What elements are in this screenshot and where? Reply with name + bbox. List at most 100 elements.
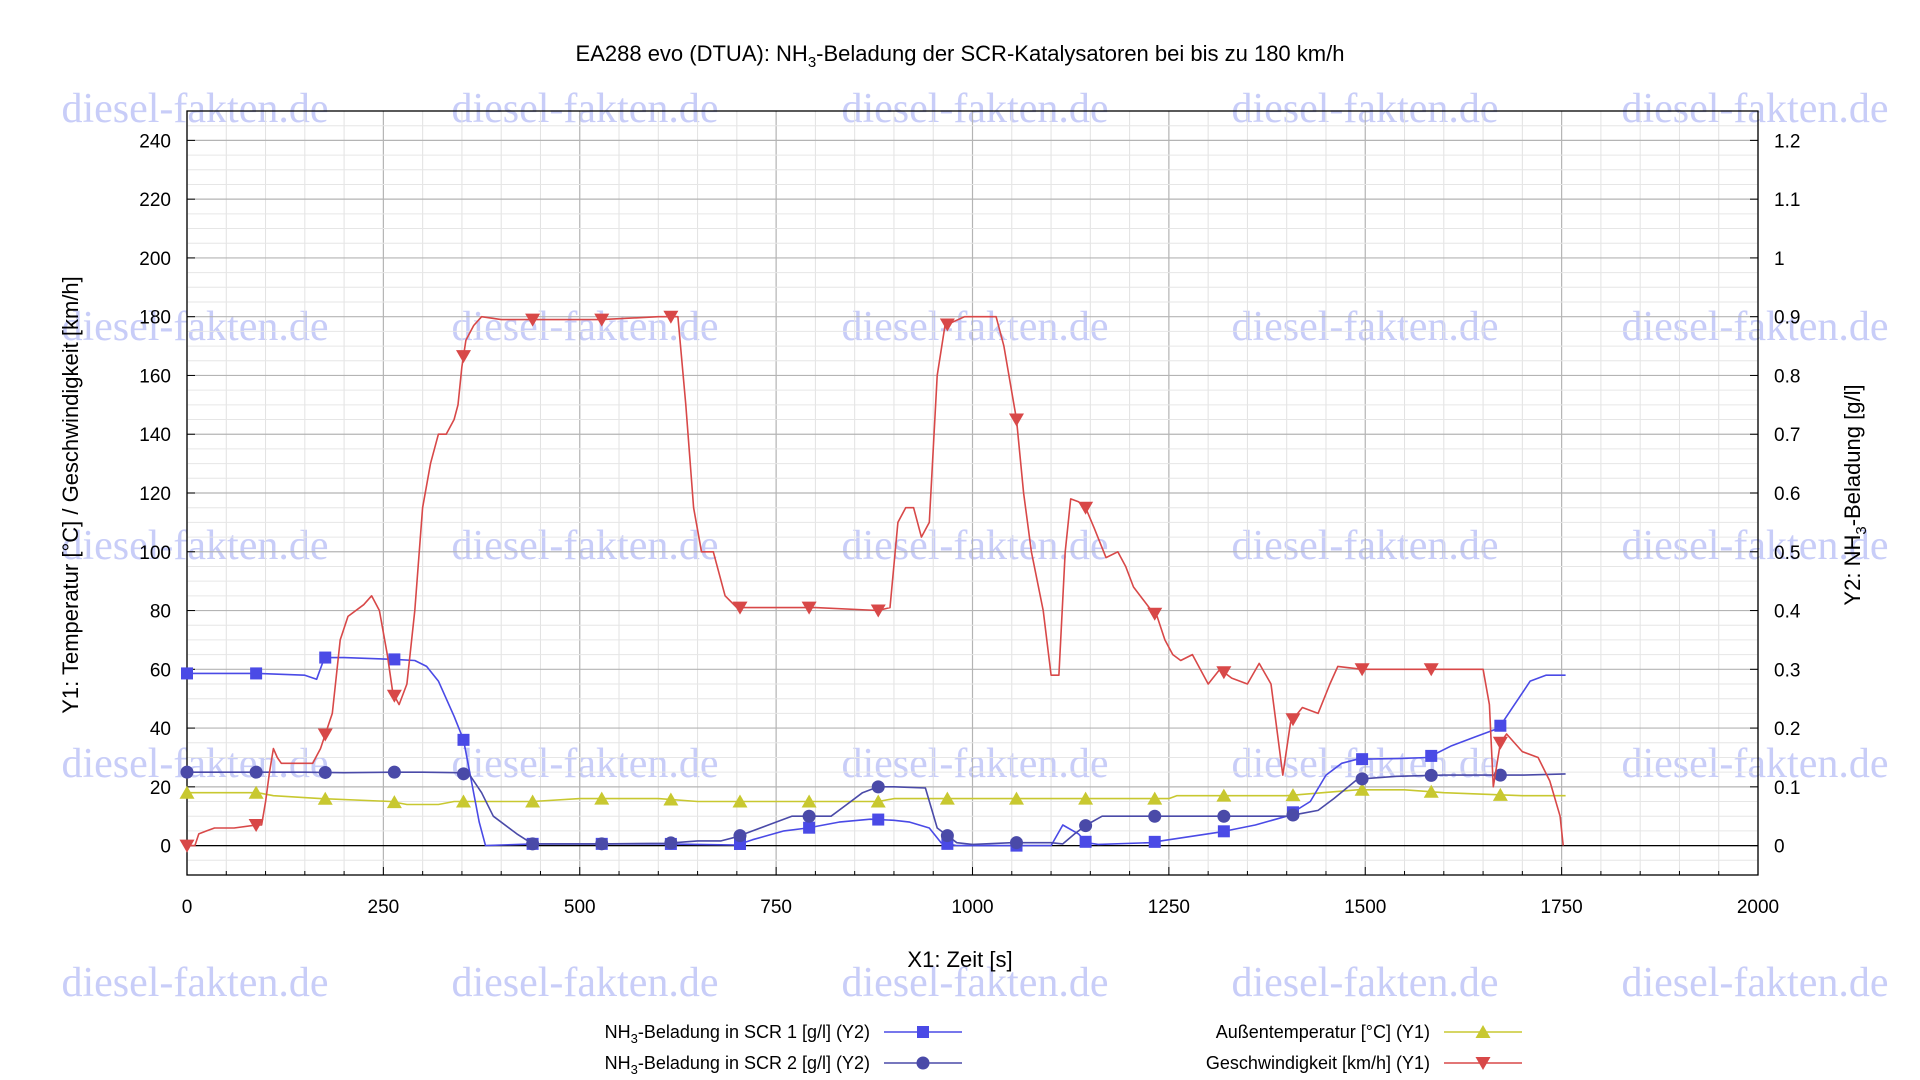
legend-item-3: Außentemperatur [°C] (Y1) <box>1216 1022 1522 1042</box>
legend-label: NH3-Beladung in SCR 1 [g/l] (Y2) <box>605 1022 870 1046</box>
data-point-triangle-down <box>1147 607 1163 621</box>
legend: NH3-Beladung in SCR 1 [g/l] (Y2)NH3-Bela… <box>605 1022 1522 1077</box>
data-point-triangle-down <box>870 604 886 618</box>
data-point-triangle-up <box>525 794 541 808</box>
y-right-tick-label: 1.2 <box>1774 131 1800 152</box>
legend-label: Geschwindigkeit [km/h] (Y1) <box>1206 1053 1430 1073</box>
watermark-text: diesel-fakten.de <box>61 960 328 1006</box>
data-point-square <box>457 733 470 746</box>
x-tick-label: 1500 <box>1344 897 1386 918</box>
y-right-tick-label: 0.2 <box>1774 719 1800 740</box>
legend-label-pre: NH <box>605 1053 631 1073</box>
data-point-triangle-up <box>594 791 610 805</box>
data-point-triangle-up <box>248 785 264 799</box>
y-right-tick-label: 0 <box>1774 837 1785 858</box>
data-point-triangle-up <box>801 794 817 808</box>
legend-item-4: Geschwindigkeit [km/h] (Y1) <box>1206 1053 1522 1073</box>
data-point-square <box>319 651 332 664</box>
data-point-triangle-up <box>732 794 748 808</box>
chart-title: EA288 evo (DTUA): NH3-Beladung der SCR-K… <box>576 41 1345 71</box>
data-point-triangle-down <box>732 601 748 615</box>
legend-label-sub: 3 <box>631 1031 638 1046</box>
y-right-tick-label: 0.8 <box>1774 366 1800 387</box>
data-point-square <box>872 813 885 826</box>
y-left-tick-label: 220 <box>139 190 171 211</box>
data-point-triangle-up <box>1216 788 1232 802</box>
series-2 <box>180 765 1566 851</box>
watermark-text: diesel-fakten.de <box>841 741 1108 787</box>
data-point-triangle-down <box>939 318 955 332</box>
legend-label-pre: NH <box>605 1022 631 1042</box>
data-point-circle <box>1493 768 1507 782</box>
x-tick-label: 750 <box>760 897 792 918</box>
data-point-triangle-down <box>1216 666 1232 680</box>
data-point-circle <box>387 765 401 779</box>
y-right-tick-label: 0.4 <box>1774 602 1801 623</box>
data-point-square <box>1494 719 1507 732</box>
y-left-tick-label: 120 <box>139 484 171 505</box>
series-line-4 <box>187 315 1564 847</box>
y-right-label-pre: Y2: NH <box>1840 535 1865 606</box>
y-left-tick-label: 160 <box>139 366 171 387</box>
legend-label-sub: 3 <box>631 1062 638 1077</box>
watermark-text: diesel-fakten.de <box>61 86 328 132</box>
series-4 <box>179 310 1564 853</box>
data-point-triangle-up <box>1008 791 1024 805</box>
data-point-triangle-down <box>1008 413 1024 427</box>
data-point-square <box>1425 749 1438 762</box>
y-left-tick-label: 0 <box>160 837 171 858</box>
title-part-post: -Beladung der SCR-Katalysatoren bei bis … <box>816 41 1344 66</box>
watermark-text: diesel-fakten.de <box>451 741 718 787</box>
watermark-layer: diesel-fakten.de diesel-fakten.de diesel-f… <box>61 86 1888 1006</box>
watermark-text: diesel-fakten.de <box>1621 523 1888 569</box>
data-point-triangle-down <box>317 728 333 742</box>
y-left-tick-label: 180 <box>139 308 171 329</box>
y-left-tick-label: 100 <box>139 543 171 564</box>
data-point-triangle-down <box>525 313 541 327</box>
data-point-triangle-down <box>1078 501 1094 515</box>
y-right-tick-label: 0.6 <box>1774 484 1800 505</box>
data-point-circle <box>595 837 609 851</box>
data-point-triangle-down <box>1423 663 1439 677</box>
watermark-text: diesel-fakten.de <box>841 86 1108 132</box>
data-point-circle <box>1079 819 1093 833</box>
x-tick-label: 0 <box>182 897 193 918</box>
data-point-circle <box>1424 768 1438 782</box>
data-point-square <box>388 653 401 666</box>
x-axis-label: X1: Zeit [s] <box>907 947 1012 972</box>
legend-label-post: -Beladung in SCR 2 [g/l] (Y2) <box>638 1053 870 1073</box>
data-point-triangle-up <box>386 795 402 809</box>
data-point-triangle-up <box>1147 791 1163 805</box>
y-left-tick-label: 80 <box>150 602 171 623</box>
y-right-tick-label: 0.1 <box>1774 778 1800 799</box>
legend-item-1: NH3-Beladung in SCR 1 [g/l] (Y2) <box>605 1022 962 1046</box>
watermark-text: diesel-fakten.de <box>451 960 718 1006</box>
data-point-triangle-up <box>1492 787 1508 801</box>
data-point-square <box>250 667 263 680</box>
data-point-triangle-down <box>386 689 402 703</box>
x-tick-label: 1000 <box>951 897 993 918</box>
data-point-circle <box>1148 809 1162 823</box>
watermark-text: diesel-fakten.de <box>1621 960 1888 1006</box>
legend-label: NH3-Beladung in SCR 2 [g/l] (Y2) <box>605 1053 870 1077</box>
watermark-text: diesel-fakten.de <box>841 960 1108 1006</box>
x-tick-label: 1250 <box>1148 897 1190 918</box>
legend-label-post: -Beladung in SCR 1 [g/l] (Y2) <box>638 1022 870 1042</box>
legend-marker-square <box>917 1026 929 1038</box>
data-point-circle <box>180 765 194 779</box>
y-left-axis-label: Y1: Temperatur [°C] / Geschwindigkeit [k… <box>58 276 83 714</box>
x-tick-label: 250 <box>368 897 400 918</box>
data-point-square <box>1356 753 1369 766</box>
y-left-tick-label: 240 <box>139 131 171 152</box>
data-point-circle <box>1355 772 1369 786</box>
data-point-triangle-down <box>1285 713 1301 727</box>
data-point-circle <box>664 836 678 850</box>
y-right-axis-label: Y2: NH3-Beladung [g/l] <box>1840 384 1870 605</box>
legend-marker-triangle-down <box>1475 1057 1491 1070</box>
watermark-text: diesel-fakten.de <box>1231 960 1498 1006</box>
data-point-triangle-down <box>248 819 264 833</box>
watermark-text: diesel-fakten.de <box>841 304 1108 350</box>
data-point-triangle-up <box>455 794 471 808</box>
data-point-triangle-up <box>939 791 955 805</box>
data-point-circle <box>802 809 816 823</box>
